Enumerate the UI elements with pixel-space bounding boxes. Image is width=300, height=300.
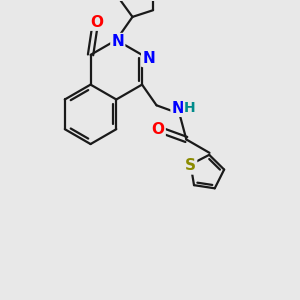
Text: O: O [152,122,165,137]
Text: H: H [184,101,196,115]
Text: O: O [90,15,103,30]
Text: N: N [111,34,124,49]
Text: N: N [142,51,155,66]
Text: N: N [172,101,184,116]
Text: S: S [185,158,196,173]
